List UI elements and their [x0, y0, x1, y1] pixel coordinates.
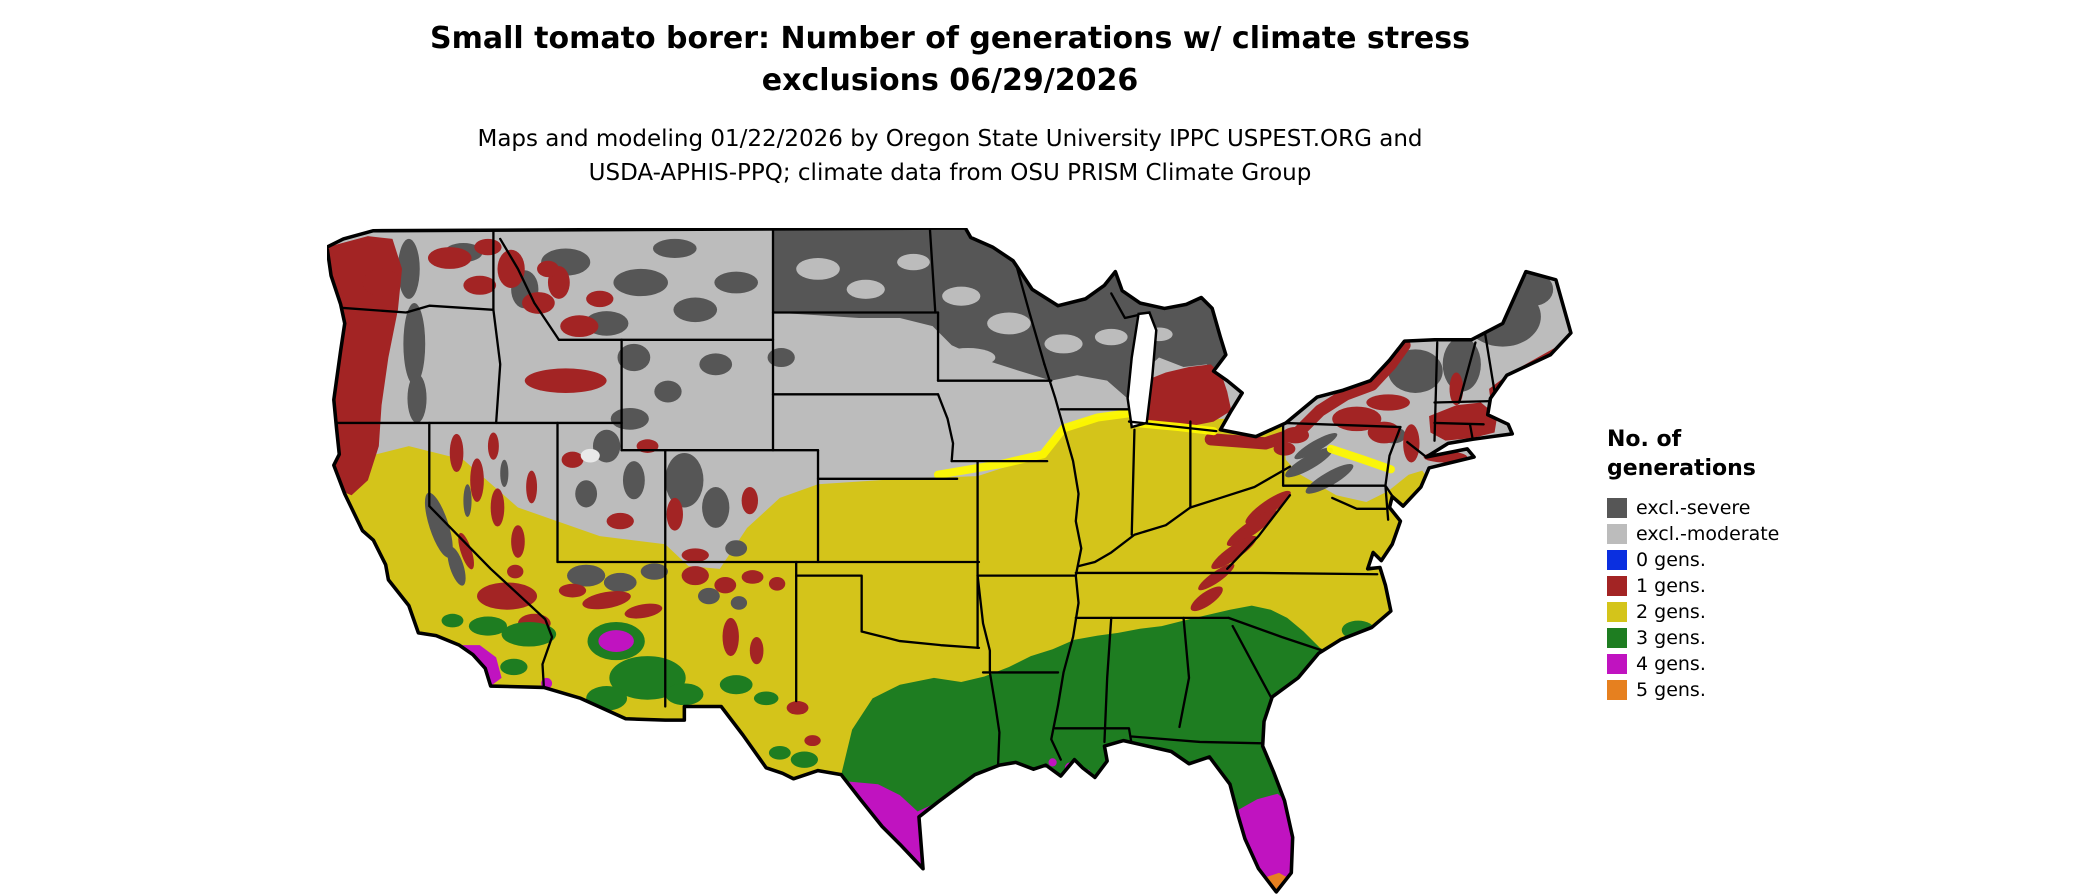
- legend-swatch-4-gens: [1607, 654, 1627, 674]
- legend-item-4-gens: 4 gens.: [1607, 651, 1937, 677]
- subtitle-line-2: USDA-APHIS-PPQ; climate data from OSU PR…: [588, 160, 1312, 186]
- page-subtitle: Maps and modeling 01/22/2026 by Oregon S…: [340, 122, 1560, 190]
- legend-label: excl.-moderate: [1636, 523, 1780, 545]
- map-legend: No. of generations excl.-severe excl.-mo…: [1607, 425, 1937, 703]
- legend-swatch-0-gens: [1607, 550, 1627, 570]
- legend-swatch-3-gens: [1607, 628, 1627, 648]
- legend-item-excl-moderate: excl.-moderate: [1607, 521, 1937, 547]
- legend-label: 3 gens.: [1636, 627, 1706, 649]
- legend-item-5-gens: 5 gens.: [1607, 677, 1937, 703]
- legend-item-0-gens: 0 gens.: [1607, 547, 1937, 573]
- legend-label: 4 gens.: [1636, 653, 1706, 675]
- legend-item-1-gens: 1 gens.: [1607, 573, 1937, 599]
- legend-title-line-2: generations: [1607, 456, 1756, 481]
- legend-label: 2 gens.: [1636, 601, 1706, 623]
- subtitle-line-1: Maps and modeling 01/22/2026 by Oregon S…: [477, 126, 1423, 152]
- legend-title: No. of generations: [1607, 425, 1937, 483]
- page-title: Small tomato borer: Number of generation…: [340, 18, 1560, 102]
- legend-swatch-5-gens: [1607, 680, 1627, 700]
- us-outline: [327, 228, 1573, 894]
- map-region-1-gen: [327, 236, 1571, 747]
- legend-swatch-excl-moderate: [1607, 524, 1627, 544]
- legend-swatch-excl-severe: [1607, 498, 1627, 518]
- legend-label: excl.-severe: [1636, 497, 1751, 519]
- legend-item-3-gens: 3 gens.: [1607, 625, 1937, 651]
- map-mottle-moderate: [796, 253, 1173, 368]
- state-borders: [329, 228, 1496, 767]
- us-map-svg: [327, 228, 1573, 894]
- legend-label: 1 gens.: [1636, 575, 1706, 597]
- legend-item-2-gens: 2 gens.: [1607, 599, 1937, 625]
- legend-swatch-2-gens: [1607, 602, 1627, 622]
- legend-title-line-1: No. of: [1607, 427, 1682, 452]
- title-line-2: exclusions 06/29/2026: [761, 63, 1139, 98]
- legend-item-excl-severe: excl.-severe: [1607, 495, 1937, 521]
- legend-label: 5 gens.: [1636, 679, 1706, 701]
- us-generations-map: [327, 228, 1575, 896]
- great-salt-lake: [580, 448, 600, 463]
- legend-swatch-1-gens: [1607, 576, 1627, 596]
- title-line-1: Small tomato borer: Number of generation…: [430, 21, 1470, 56]
- legend-label: 0 gens.: [1636, 549, 1706, 571]
